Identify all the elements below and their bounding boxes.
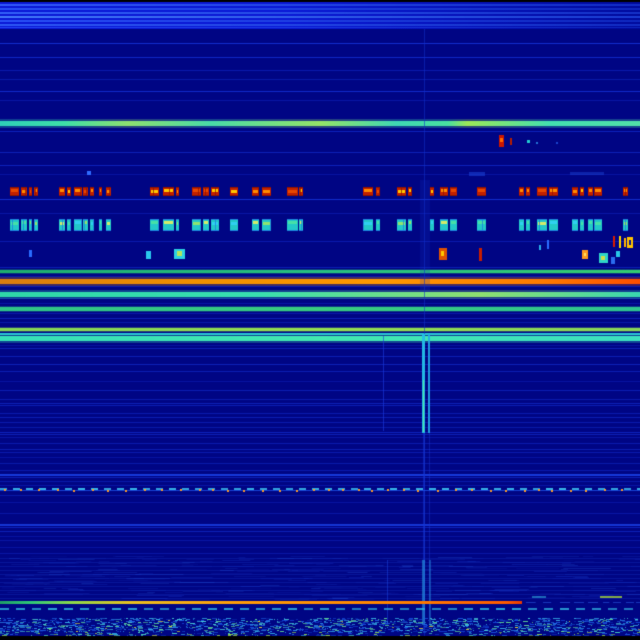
spectrogram-canvas <box>0 0 640 640</box>
spectrogram-viewport <box>0 0 640 640</box>
